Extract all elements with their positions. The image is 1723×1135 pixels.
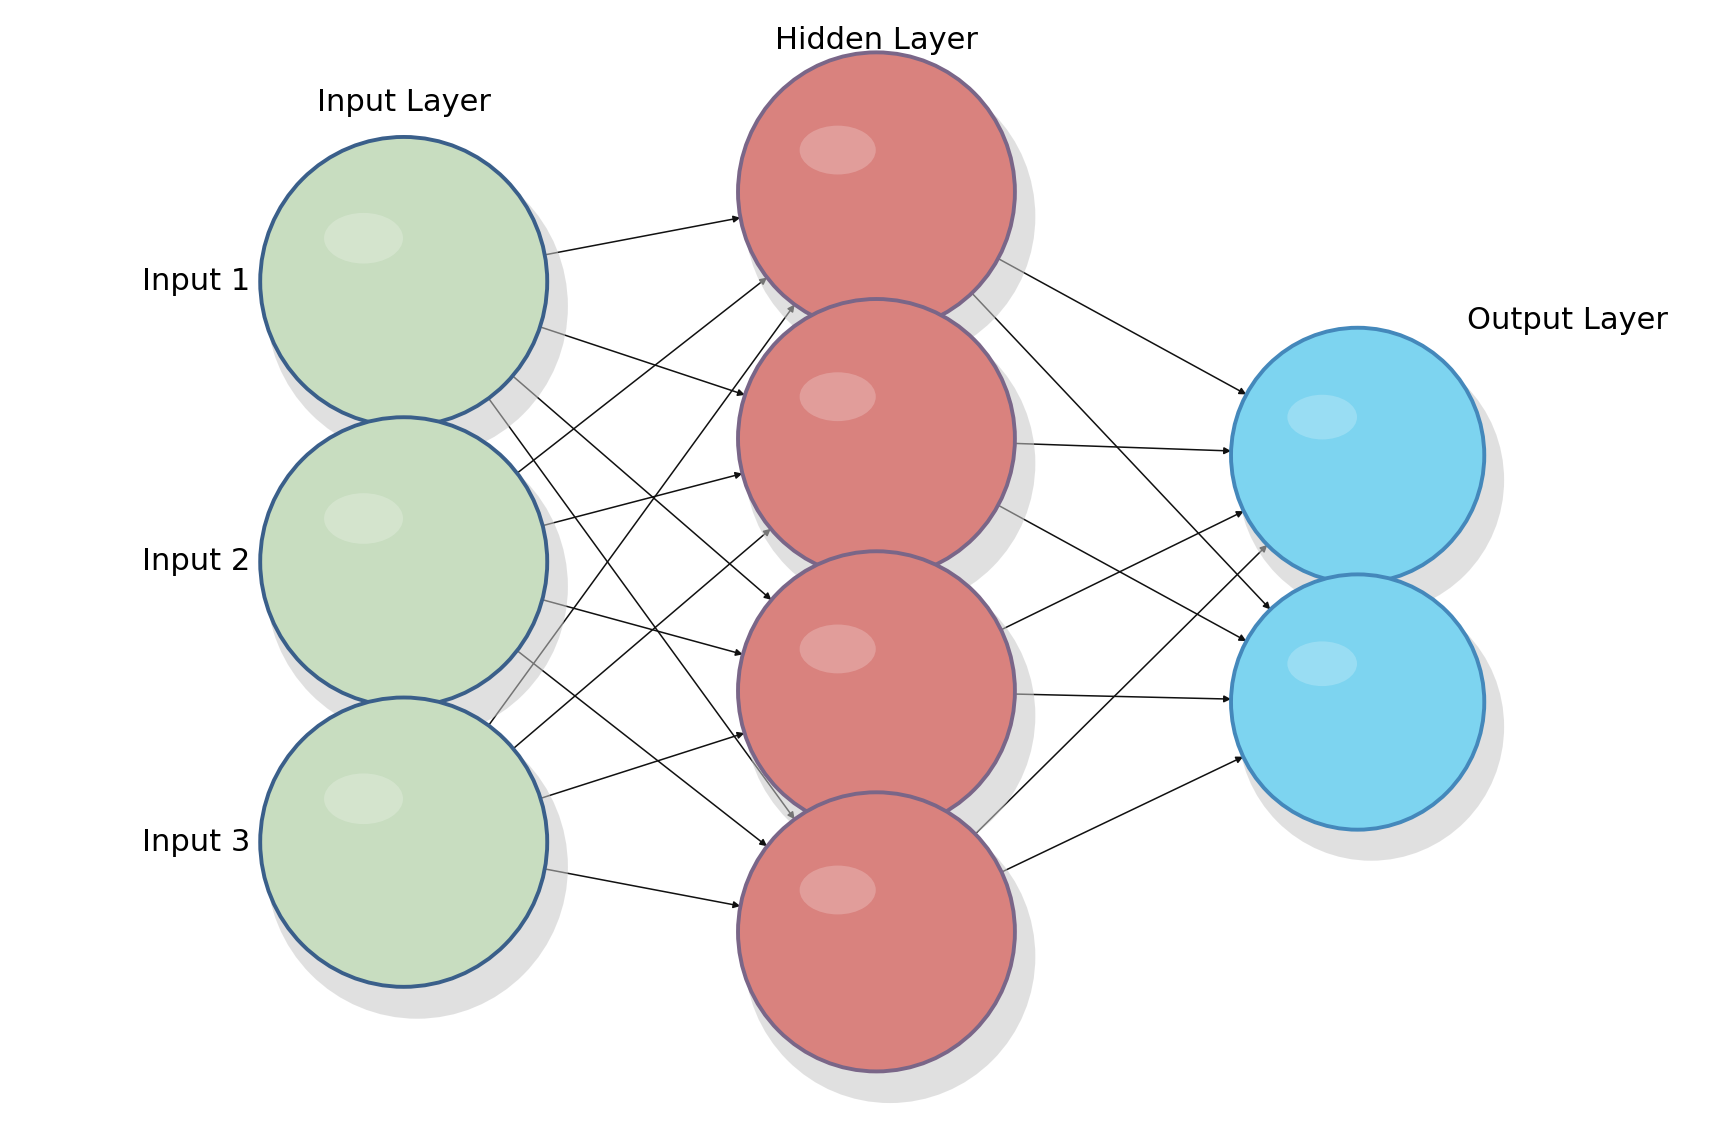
Text: Input Layer: Input Layer [317, 87, 491, 117]
Ellipse shape [799, 372, 875, 421]
Ellipse shape [1287, 641, 1358, 686]
Ellipse shape [744, 569, 1036, 861]
Ellipse shape [799, 866, 875, 915]
Ellipse shape [267, 154, 569, 459]
Text: Input 3: Input 3 [141, 827, 250, 857]
Ellipse shape [260, 698, 548, 986]
Ellipse shape [324, 494, 403, 544]
Ellipse shape [737, 299, 1015, 578]
Ellipse shape [744, 317, 1036, 609]
Ellipse shape [324, 213, 403, 263]
Ellipse shape [744, 810, 1036, 1103]
Ellipse shape [799, 624, 875, 673]
Ellipse shape [1239, 592, 1504, 860]
Ellipse shape [799, 126, 875, 175]
Ellipse shape [260, 137, 548, 427]
Ellipse shape [260, 418, 548, 707]
Text: Input 1: Input 1 [141, 267, 250, 296]
Text: Hidden Layer: Hidden Layer [775, 26, 979, 56]
Ellipse shape [324, 773, 403, 824]
Ellipse shape [267, 715, 569, 1019]
Text: Input 2: Input 2 [141, 547, 250, 577]
Ellipse shape [737, 792, 1015, 1071]
Ellipse shape [267, 435, 569, 739]
Ellipse shape [1287, 395, 1358, 439]
Ellipse shape [1230, 574, 1484, 830]
Ellipse shape [737, 52, 1015, 331]
Ellipse shape [1230, 328, 1484, 583]
Text: Output Layer: Output Layer [1468, 306, 1668, 335]
Ellipse shape [737, 552, 1015, 831]
Ellipse shape [744, 70, 1036, 363]
Ellipse shape [1239, 346, 1504, 614]
